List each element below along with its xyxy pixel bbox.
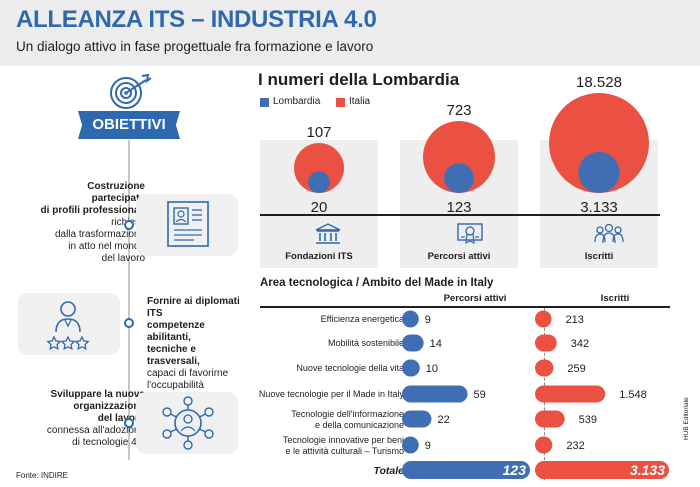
bar-percorsi bbox=[402, 385, 468, 403]
value-label-iscritti: 213 bbox=[566, 314, 584, 326]
certificate-icon bbox=[457, 223, 483, 245]
value-label-percorsi: 14 bbox=[430, 338, 442, 350]
students-icon bbox=[594, 223, 624, 244]
objective-line: l'occupabilità bbox=[147, 380, 204, 391]
bubble-label-italia: 107 bbox=[306, 124, 331, 141]
bar-percorsi bbox=[402, 334, 424, 352]
category-label: Nuove tecnologie della vita bbox=[296, 363, 404, 373]
bar-iscritti bbox=[535, 334, 557, 352]
value-label-iscritti: 1.548 bbox=[619, 389, 647, 401]
legend-label-italia: Italia bbox=[349, 96, 371, 107]
category-label: Efficienza energetica bbox=[320, 314, 404, 324]
bar-percorsi bbox=[402, 359, 420, 377]
bubble-italia bbox=[294, 143, 344, 193]
value-label-percorsi: 10 bbox=[426, 363, 438, 375]
bubble-label-italia: 18.528 bbox=[576, 74, 622, 91]
bubble-lombardia bbox=[578, 151, 620, 193]
objective-line: del lavoro bbox=[97, 413, 145, 424]
bar-iscritti bbox=[535, 410, 565, 428]
objective-3-text: Sviluppare la nuova organizzazione del lav… bbox=[18, 389, 145, 449]
bubble-label-italia: 723 bbox=[446, 102, 471, 119]
bar-iscritti bbox=[535, 436, 553, 454]
bar-iscritti bbox=[535, 310, 552, 328]
bar-chart-title: Area tecnologica / Ambito del Made in It… bbox=[260, 277, 494, 289]
bubble-italia bbox=[423, 121, 495, 193]
objective-line: organizzazione bbox=[73, 401, 145, 412]
legend-label-lombardia: Lombardia bbox=[273, 96, 321, 107]
metric-label-iscritti: Iscritti bbox=[584, 251, 614, 262]
bar-header-rule bbox=[260, 306, 670, 308]
bubble-baseline bbox=[260, 214, 660, 216]
value-label-iscritti: 342 bbox=[571, 338, 589, 350]
rated-worker-icon bbox=[46, 301, 90, 350]
page-title: ALLEANZA ITS – INDUSTRIA 4.0 bbox=[16, 6, 377, 33]
category-label: Tecnologie dell'informazione e della comu… bbox=[291, 409, 404, 430]
value-label-percorsi: 9 bbox=[425, 440, 431, 452]
objective-line: Sviluppare la nuova bbox=[50, 389, 145, 400]
objective-line: dalla trasformazione bbox=[54, 229, 145, 240]
bubble-lombardia bbox=[444, 163, 474, 193]
value-label-percorsi: 22 bbox=[437, 414, 449, 426]
profile-sheet-icon bbox=[167, 201, 209, 247]
objective-line: del lavoro bbox=[101, 253, 145, 264]
objectives-label: OBIETTIVI bbox=[78, 111, 180, 139]
objective-line: di tecnologie 4.0 bbox=[72, 437, 145, 448]
bubble-label-lombardia: 20 bbox=[311, 199, 328, 216]
legend-swatch-lombardia bbox=[260, 98, 269, 107]
column-header-iscritti: Iscritti bbox=[600, 293, 630, 304]
value-label-iscritti: 232 bbox=[566, 440, 584, 452]
source-note: Fonte: INDIRE bbox=[16, 471, 69, 480]
objective-line: Costruzione bbox=[87, 181, 145, 192]
objectives-timeline bbox=[128, 140, 130, 460]
legend-swatch-italia bbox=[336, 98, 345, 107]
value-label-percorsi: 59 bbox=[474, 389, 486, 401]
page-subtitle: Un dialogo attivo in fase progettuale fr… bbox=[16, 39, 374, 54]
objective-2-node bbox=[124, 318, 134, 328]
objective-line: Fornire ai diplomati ITS bbox=[147, 296, 240, 319]
header-band bbox=[0, 0, 700, 66]
bar-percorsi bbox=[402, 310, 419, 328]
metric-label-fondazioni: Fondazioni ITS bbox=[285, 251, 353, 262]
value-label-iscritti: 539 bbox=[579, 414, 597, 426]
objective-line: tecniche e trasversali, bbox=[147, 344, 200, 367]
bar-percorsi bbox=[402, 436, 419, 454]
bubble-italia bbox=[549, 93, 649, 193]
category-label: Mobilità sostenibile bbox=[327, 338, 404, 348]
metric-label-percorsi: Percorsi attivi bbox=[427, 251, 491, 262]
objective-1-node bbox=[124, 220, 134, 230]
value-label-iscritti: 259 bbox=[567, 363, 585, 375]
bubble-chart-title: I numeri della Lombardia bbox=[258, 70, 460, 89]
target-icon bbox=[110, 73, 152, 109]
objective-line: connessa all'adozione bbox=[46, 425, 145, 436]
total-label: Totale bbox=[373, 465, 404, 477]
value-label-percorsi: 9 bbox=[425, 314, 431, 326]
bar-percorsi bbox=[402, 410, 432, 428]
objective-line: capaci di favorirne bbox=[147, 368, 229, 379]
objective-line: competenze abilitanti, bbox=[147, 320, 205, 343]
bubble-label-lombardia: 3.133 bbox=[580, 199, 618, 216]
objective-line: partecipata bbox=[91, 193, 145, 204]
bar-iscritti-total bbox=[535, 461, 669, 479]
column-header-percorsi: Percorsi attivi bbox=[443, 293, 507, 304]
objective-line: di profili professionali bbox=[40, 205, 145, 216]
objective-2-text: Fornire ai diplomati ITS competenze abili… bbox=[147, 296, 247, 392]
bubble-label-lombardia: 123 bbox=[446, 199, 471, 216]
bubble-lombardia bbox=[308, 171, 330, 193]
category-label: Nuove tecnologie per il Made in Italy bbox=[258, 389, 404, 399]
bar-iscritti bbox=[535, 359, 554, 377]
bar-percorsi-total bbox=[402, 461, 530, 479]
total-value-percorsi: 123 bbox=[503, 462, 527, 478]
category-label: Tecnologie innovative per beni e le attiv… bbox=[282, 435, 404, 456]
publisher-credit: HUB Editoriale bbox=[683, 397, 690, 440]
bar-iscritti bbox=[535, 385, 606, 403]
total-value-iscritti: 3.133 bbox=[630, 462, 665, 478]
objective-3-node bbox=[124, 418, 134, 428]
network-icon bbox=[162, 396, 214, 450]
objective-line: in atto nel mondo bbox=[68, 241, 145, 252]
building-icon bbox=[315, 223, 341, 244]
